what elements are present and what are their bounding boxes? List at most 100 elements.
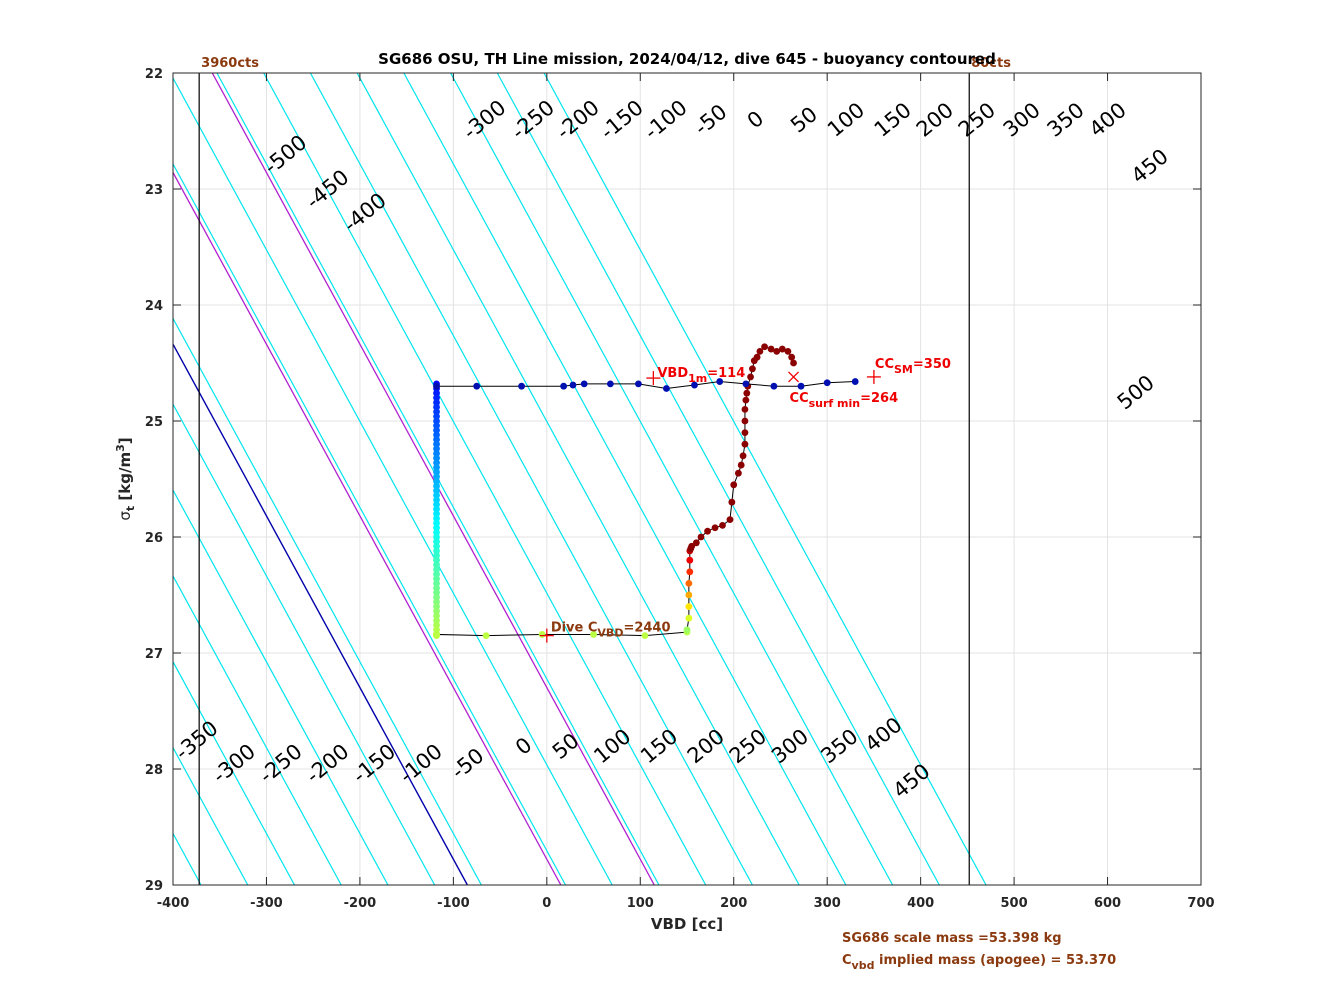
dive-point: [433, 631, 440, 638]
x-tick-label: 400: [907, 896, 934, 911]
cyan-contour-line: [173, 746, 249, 885]
climb-point: [719, 522, 726, 529]
cyan-contour-line: [173, 488, 389, 885]
climb-point: [685, 614, 693, 622]
cyan-contour-line: [450, 73, 894, 885]
contour-label: -500: [259, 130, 311, 179]
x-tick-label: -300: [250, 896, 283, 911]
climb-point: [728, 498, 736, 506]
climb-point: [711, 524, 719, 532]
climb-point: [741, 429, 749, 436]
contour-label: -450: [301, 165, 353, 214]
climb-point: [742, 396, 750, 404]
cyan-contour-line: [0, 73, 61, 885]
climb-point: [692, 539, 700, 547]
x-tick-label: 0: [542, 896, 551, 911]
y-tick-label: 26: [145, 531, 163, 546]
surface-point: [851, 378, 859, 385]
climb-point: [704, 527, 711, 535]
climb-point: [686, 568, 694, 576]
contour-label: -250: [507, 95, 559, 144]
contour-label: 400: [860, 713, 906, 757]
surface-point: [580, 380, 588, 388]
contour-labels: -500-450-400-300-250-200-150-100-50 0 50 10…: [171, 95, 1173, 803]
climb-point: [749, 365, 756, 373]
climb-point: [761, 343, 768, 351]
dive-data: [433, 343, 859, 639]
dive-line: [436, 383, 688, 637]
climb-point: [778, 345, 786, 353]
contour-label: 50: [548, 728, 584, 764]
contour-label: 250: [954, 98, 1000, 142]
contour-label: 200: [683, 724, 729, 768]
cyan-contour-line: [173, 660, 296, 885]
x-tick-label: 200: [720, 896, 747, 911]
x-tick-label: 100: [627, 896, 654, 911]
y-tick-label: 29: [145, 879, 163, 894]
surface-point: [569, 381, 577, 389]
climb-point: [737, 461, 745, 469]
cyan-contour-line: [309, 73, 753, 885]
climb-point: [697, 533, 705, 541]
contour-label: 500: [1113, 370, 1159, 414]
x-tick-label: -100: [437, 896, 470, 911]
cyan-contour-line: [173, 832, 202, 885]
implied-mass-text: Cvbd implied mass (apogee) = 53.370: [842, 953, 1116, 972]
contour-label: 0: [743, 106, 769, 133]
climb-point: [685, 580, 693, 587]
cyan-contour-line: [263, 73, 707, 885]
contour-label: -100: [640, 95, 692, 144]
cyan-contour-line: [403, 73, 847, 885]
dive-point: [590, 631, 597, 638]
surface-point: [797, 382, 805, 390]
surface-point: [473, 382, 481, 390]
x-tick-label: 700: [1187, 896, 1214, 911]
x-tick-label: -400: [157, 896, 190, 911]
contour-label: 450: [888, 759, 934, 803]
climb-point: [726, 516, 734, 523]
y-tick-label: 27: [145, 647, 163, 662]
climb-point: [756, 348, 764, 355]
climb-point: [773, 348, 781, 355]
surface-point: [433, 382, 440, 390]
contour-label: 100: [589, 724, 635, 768]
surface-point: [560, 382, 568, 390]
cyan-contour-line: [173, 76, 613, 885]
contour-label: -300: [208, 739, 260, 788]
dive-point: [538, 631, 546, 638]
cc-surf-min-marker: [788, 371, 799, 383]
x-axis-title: VBD [cc]: [651, 915, 723, 933]
surface-point: [635, 380, 642, 388]
contour-label: 50: [786, 102, 822, 138]
x-tick-label: 500: [1001, 896, 1028, 911]
climb-point: [788, 353, 796, 361]
climb-point: [735, 469, 742, 477]
climb-point: [685, 591, 693, 599]
surface-point: [606, 380, 614, 388]
vbd-1m-label: VBD1m=114: [657, 366, 745, 385]
x-tick-label: 600: [1094, 896, 1121, 911]
contour-label: -50: [690, 100, 732, 140]
climb-point: [685, 603, 693, 610]
climb-point: [686, 556, 694, 564]
climb-point: [683, 626, 691, 634]
contour-label: 300: [999, 98, 1045, 142]
contour-label: 0: [511, 733, 537, 760]
climb-point: [739, 452, 747, 460]
climb-point: [743, 389, 751, 397]
y-tick-label: 25: [145, 415, 163, 430]
x-tick-label: 300: [814, 896, 841, 911]
dive-point: [641, 632, 649, 639]
contour-label: -400: [339, 188, 391, 237]
surface-point: [518, 382, 525, 390]
annotations: VBD1m=114 CCsurf min=264 CCSM=350 Dive CVBD…: [539, 357, 951, 643]
contour-label: 350: [1043, 98, 1089, 142]
y-tick-label: 23: [145, 183, 163, 198]
cyan-contour-line: [0, 73, 108, 885]
climb-point: [741, 440, 749, 448]
contour-label: -100: [395, 739, 447, 788]
contour-label: 150: [636, 724, 682, 768]
cc-surf-min-label: CCsurf min=264: [790, 391, 899, 410]
cyan-contour-line: [356, 73, 800, 885]
